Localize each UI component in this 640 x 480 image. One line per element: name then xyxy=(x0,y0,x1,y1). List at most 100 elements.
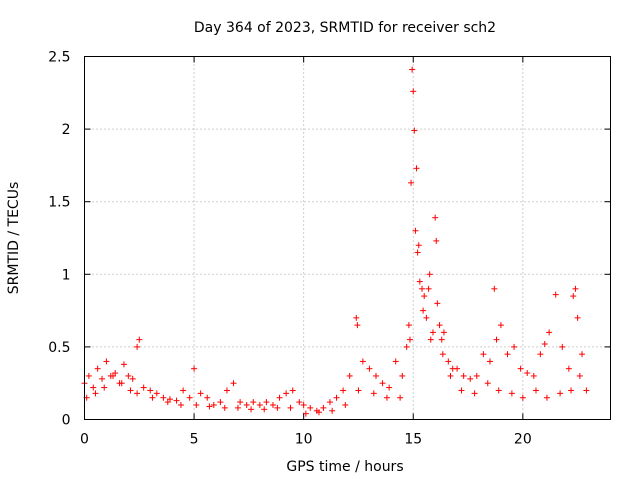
data-point xyxy=(153,390,160,397)
data-point xyxy=(403,343,410,350)
data-point xyxy=(261,406,268,413)
data-point xyxy=(434,300,441,307)
data-point xyxy=(329,407,336,414)
data-point xyxy=(412,227,419,234)
data-point xyxy=(307,404,314,411)
data-point xyxy=(524,370,531,377)
data-point xyxy=(425,285,432,292)
data-point xyxy=(532,387,539,394)
data-point xyxy=(223,387,230,394)
data-point xyxy=(392,358,399,365)
data-point xyxy=(427,336,434,343)
data-point xyxy=(359,358,366,365)
data-point xyxy=(326,399,333,406)
data-point xyxy=(454,365,461,372)
data-point xyxy=(354,322,361,329)
data-point xyxy=(109,372,116,379)
data-point xyxy=(276,394,283,401)
data-point xyxy=(429,329,436,336)
data-point xyxy=(471,390,478,397)
data-point xyxy=(410,88,417,95)
data-point xyxy=(447,372,454,379)
data-point xyxy=(248,406,255,413)
data-point xyxy=(440,329,447,336)
data-point xyxy=(197,390,204,397)
data-point xyxy=(405,322,412,329)
data-point xyxy=(250,399,257,406)
data-point xyxy=(409,66,416,73)
data-point xyxy=(256,401,263,408)
data-point xyxy=(414,249,421,256)
data-point xyxy=(574,314,581,321)
data-point xyxy=(543,394,550,401)
data-point xyxy=(379,380,386,387)
data-point xyxy=(559,343,566,350)
data-point xyxy=(180,387,187,394)
data-point xyxy=(177,401,184,408)
data-point xyxy=(432,214,439,221)
data-point xyxy=(416,278,423,285)
data-point xyxy=(149,394,156,401)
gridlines xyxy=(84,56,611,420)
data-point xyxy=(486,358,493,365)
data-point xyxy=(346,372,353,379)
data-point xyxy=(426,271,433,278)
data-point xyxy=(497,322,504,329)
x-tick-label: 20 xyxy=(514,432,532,448)
data-point xyxy=(399,372,406,379)
data-point xyxy=(565,365,572,372)
data-point xyxy=(576,372,583,379)
data-point xyxy=(537,351,544,358)
x-tick-labels: 0 5 10 15 20 xyxy=(80,432,532,448)
data-point xyxy=(460,372,467,379)
data-point xyxy=(283,390,290,397)
x-axis-label: GPS time / hours xyxy=(286,459,403,475)
data-point xyxy=(406,336,413,343)
data-point xyxy=(333,394,340,401)
data-point xyxy=(136,336,143,343)
data-point xyxy=(210,401,217,408)
data-point xyxy=(420,307,427,314)
data-point xyxy=(415,242,422,249)
data-point xyxy=(419,285,426,292)
data-point xyxy=(193,401,200,408)
data-point xyxy=(300,401,307,408)
data-point xyxy=(355,387,362,394)
scatter-points xyxy=(81,66,590,417)
data-point xyxy=(386,384,393,391)
data-point xyxy=(342,401,349,408)
data-point xyxy=(103,358,110,365)
y-tick-labels: 0 0.5 1 1.5 2 2.5 xyxy=(48,50,70,429)
data-point xyxy=(579,351,586,358)
data-point xyxy=(383,394,390,401)
data-point xyxy=(316,409,323,416)
data-point xyxy=(436,322,443,329)
data-point xyxy=(234,404,241,411)
data-point xyxy=(173,397,180,404)
y-axis-label: SRMTID / TECUs xyxy=(6,182,22,295)
data-point xyxy=(164,399,171,406)
data-point xyxy=(147,387,154,394)
data-point xyxy=(99,375,106,382)
data-point xyxy=(413,165,420,172)
data-point xyxy=(230,380,237,387)
data-point xyxy=(370,390,377,397)
data-point xyxy=(296,399,303,406)
data-point xyxy=(570,293,577,300)
data-point xyxy=(519,394,526,401)
data-point xyxy=(366,365,373,372)
data-point xyxy=(127,387,134,394)
data-point xyxy=(572,285,579,292)
data-point xyxy=(289,387,296,394)
data-point xyxy=(583,387,590,394)
data-point xyxy=(484,380,491,387)
y-tick-label: 2 xyxy=(62,122,71,138)
data-point xyxy=(495,387,502,394)
data-point xyxy=(120,361,127,368)
data-point xyxy=(140,384,147,391)
chart-title: Day 364 of 2023, SRMTID for receiver sch… xyxy=(194,20,496,36)
data-point xyxy=(340,387,347,394)
data-point xyxy=(458,387,465,394)
data-point xyxy=(439,351,446,358)
data-point xyxy=(160,394,167,401)
